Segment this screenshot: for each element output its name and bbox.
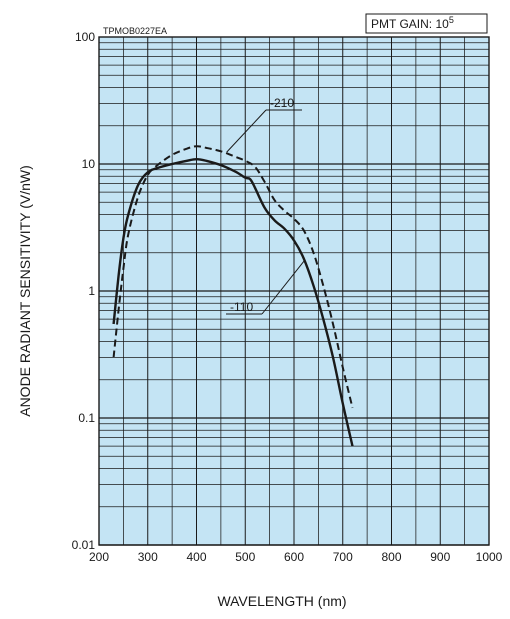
plot-frame [98, 36, 490, 546]
series-layer [112, 145, 354, 447]
gain-label-text: PMT GAIN: 10 [371, 17, 449, 31]
x-tick-label: 300 [138, 550, 158, 564]
annotation-leader-110 [261, 259, 306, 315]
y-tick-label: 1 [88, 284, 95, 298]
y-tick-label: 0.01 [72, 538, 96, 552]
x-tick-labels: 200 300 400 500 600 700 800 900 1000 [89, 550, 503, 564]
x-tick-label: 600 [284, 550, 304, 564]
curve-annotations: -210 -110 [226, 96, 306, 315]
x-tick-label: 700 [333, 550, 353, 564]
series-line-210 [112, 145, 354, 409]
figure-code-label: TPMOB0227EA [103, 26, 167, 36]
x-tick-label: 400 [186, 550, 206, 564]
annotation-leader-210 [226, 109, 267, 153]
series-line-110 [112, 158, 354, 447]
x-tick-label: 200 [89, 550, 109, 564]
x-tick-label: 900 [430, 550, 450, 564]
gain-label: PMT GAIN: 105 [371, 15, 454, 31]
y-axis-label: ANODE RADIANT SENSITIVITY (V/nW) [17, 165, 33, 417]
gain-box: PMT GAIN: 105 [365, 13, 488, 34]
y-tick-labels: 100 10 1 0.1 0.01 [72, 30, 96, 552]
gain-exponent: 5 [449, 15, 454, 25]
x-tick-label: 800 [381, 550, 401, 564]
x-tick-label: 500 [235, 550, 255, 564]
x-axis-label: WAVELENGTH (nm) [217, 593, 346, 609]
gain-box-frame [365, 13, 488, 34]
y-tick-label: 100 [75, 30, 95, 44]
x-tick-label: 1000 [476, 550, 503, 564]
annotation-label-210: -210 [270, 96, 294, 110]
annotation-label-110: -110 [230, 300, 253, 314]
y-tick-label: 10 [82, 157, 96, 171]
y-tick-label: 0.1 [78, 411, 95, 425]
